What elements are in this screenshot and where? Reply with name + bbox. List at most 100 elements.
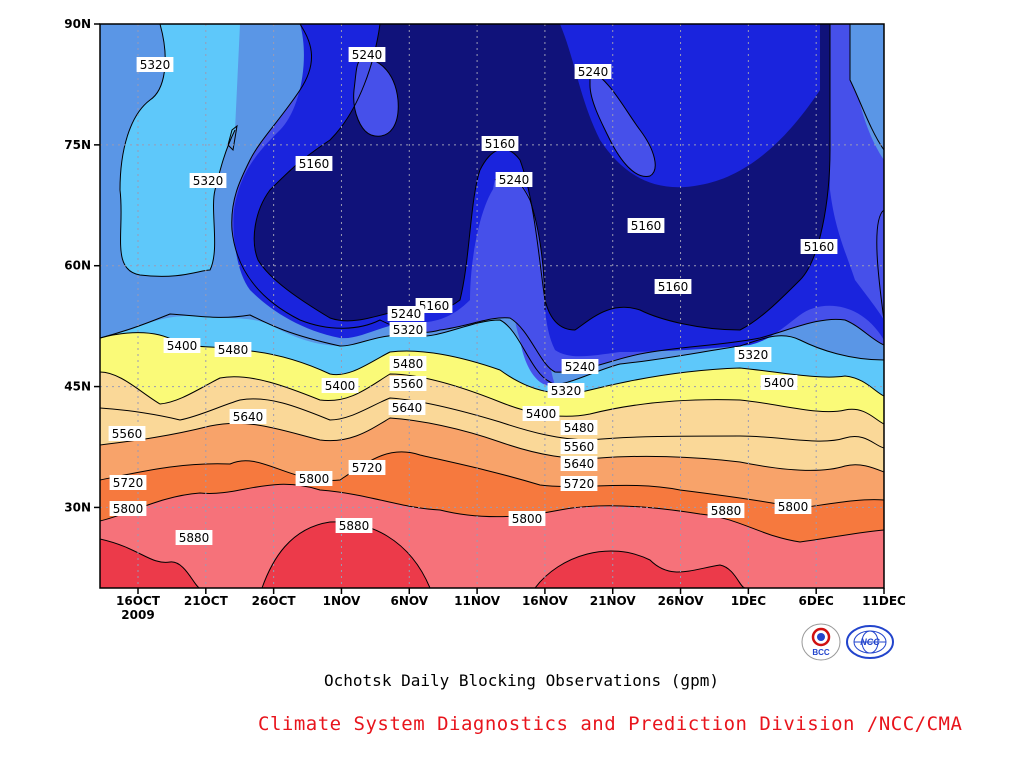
- contour-label: 5640: [229, 409, 267, 424]
- contour-label: 5400: [522, 406, 560, 421]
- contour-label: 5800: [508, 511, 546, 526]
- contour-label: 5880: [335, 518, 373, 533]
- contour-label: 5480: [560, 420, 598, 435]
- bcc-logo-text: BCC: [812, 648, 830, 657]
- x-tick-label: 16NOV: [522, 594, 569, 608]
- plot-frame: [99, 23, 885, 589]
- svg-text:5400: 5400: [325, 379, 356, 393]
- svg-text:5480: 5480: [218, 343, 249, 357]
- x-tick-label: 1DEC: [731, 594, 767, 608]
- fill-island-5240-b: [590, 70, 656, 177]
- x-tick-label: 1NOV: [323, 594, 361, 608]
- contour-label: 5640: [388, 400, 426, 415]
- contour-line-5880: [100, 521, 746, 588]
- contour-label: 5240: [574, 64, 612, 79]
- contour-label: 5240: [348, 47, 386, 62]
- contour-label: 5240: [495, 172, 533, 187]
- svg-text:5320: 5320: [140, 58, 171, 72]
- contour-label: 5400: [163, 338, 201, 353]
- svg-text:5880: 5880: [711, 504, 742, 518]
- svg-text:5400: 5400: [764, 376, 795, 390]
- svg-text:5240: 5240: [352, 48, 383, 62]
- svg-text:5160: 5160: [419, 299, 450, 313]
- y-tick-label: 60N: [64, 259, 91, 273]
- contour-label: 5160: [800, 239, 838, 254]
- contour-label: 5560: [389, 376, 427, 391]
- svg-text:5240: 5240: [578, 65, 609, 79]
- ncc-logo: NCC: [846, 625, 894, 659]
- contour-label: 5480: [389, 356, 427, 371]
- contour-label: 5240: [387, 306, 425, 321]
- contour-label: 5720: [348, 460, 386, 475]
- contour-label: 5800: [109, 501, 147, 516]
- x-tick-label: 26NOV: [658, 594, 705, 608]
- y-tick-label: 75N: [64, 138, 91, 152]
- contour-line-sliver: [227, 124, 238, 152]
- svg-text:5880: 5880: [179, 531, 210, 545]
- svg-text:5720: 5720: [564, 477, 595, 491]
- svg-text:5320: 5320: [551, 384, 582, 398]
- x-tick-label: 16OCT: [116, 594, 161, 608]
- contour-lines: [100, 24, 884, 588]
- contour-line-5240: [231, 24, 884, 373]
- svg-text:5240: 5240: [565, 360, 596, 374]
- contour-line-5800: [100, 483, 884, 543]
- contour-label: 5400: [321, 378, 359, 393]
- svg-text:5160: 5160: [299, 157, 330, 171]
- contour-label: 5320: [136, 57, 174, 72]
- y-tick-label: 90N: [64, 17, 91, 31]
- contour-line-island-a: [353, 58, 399, 137]
- svg-text:5640: 5640: [233, 410, 264, 424]
- contour-label: 5320: [547, 383, 585, 398]
- contour-label: 5880: [707, 503, 745, 518]
- contour-fills: [100, 24, 884, 588]
- svg-text:5800: 5800: [512, 512, 543, 526]
- svg-text:5640: 5640: [392, 401, 423, 415]
- svg-text:5160: 5160: [485, 137, 516, 151]
- contour-label: 5320: [389, 322, 427, 337]
- contour-line-5560: [100, 397, 884, 449]
- svg-text:5480: 5480: [393, 357, 424, 371]
- x-tick-label: 6NOV: [390, 594, 428, 608]
- contour-label: 5160: [654, 279, 692, 294]
- svg-text:5240: 5240: [499, 173, 530, 187]
- contour-label: 5160: [295, 156, 333, 171]
- contour-label: 5880: [175, 530, 213, 545]
- fill-island-5240-a: [353, 59, 399, 137]
- svg-text:5240: 5240: [391, 307, 422, 321]
- contour-label: 5320: [734, 347, 772, 362]
- svg-text:5880: 5880: [339, 519, 370, 533]
- contour-label: 5720: [109, 475, 147, 490]
- svg-text:5400: 5400: [526, 407, 557, 421]
- contour-label: 5160: [481, 136, 519, 151]
- contour-label: 5400: [760, 375, 798, 390]
- svg-text:5800: 5800: [299, 472, 330, 486]
- contour-label: 5640: [560, 456, 598, 471]
- svg-text:5320: 5320: [393, 323, 424, 337]
- svg-text:5320: 5320: [193, 174, 224, 188]
- svg-text:5800: 5800: [113, 502, 144, 516]
- svg-text:5640: 5640: [564, 457, 595, 471]
- x-tick-label: 11DEC: [862, 594, 906, 608]
- svg-text:5720: 5720: [352, 461, 383, 475]
- svg-text:5560: 5560: [112, 427, 143, 441]
- contour-label: 5480: [214, 342, 252, 357]
- contour-label: 5720: [560, 476, 598, 491]
- contour-line-5160: [253, 24, 831, 331]
- ncc-logo-text: NCC: [860, 637, 880, 647]
- contour-label: 5800: [295, 471, 333, 486]
- fill-right-strip: [855, 24, 884, 160]
- y-tick-label: 30N: [64, 500, 91, 514]
- x-tick-label: 6DEC: [799, 594, 835, 608]
- contour-label: 5800: [774, 499, 812, 514]
- svg-text:5560: 5560: [564, 440, 595, 454]
- svg-text:5800: 5800: [778, 500, 809, 514]
- contour-label: 5160: [627, 218, 665, 233]
- svg-text:5560: 5560: [393, 377, 424, 391]
- contour-label: 5560: [560, 439, 598, 454]
- svg-text:5480: 5480: [564, 421, 595, 435]
- contour-label: 5160: [415, 298, 453, 313]
- y-axis: 90N 75N 60N 45N 30N: [64, 17, 100, 514]
